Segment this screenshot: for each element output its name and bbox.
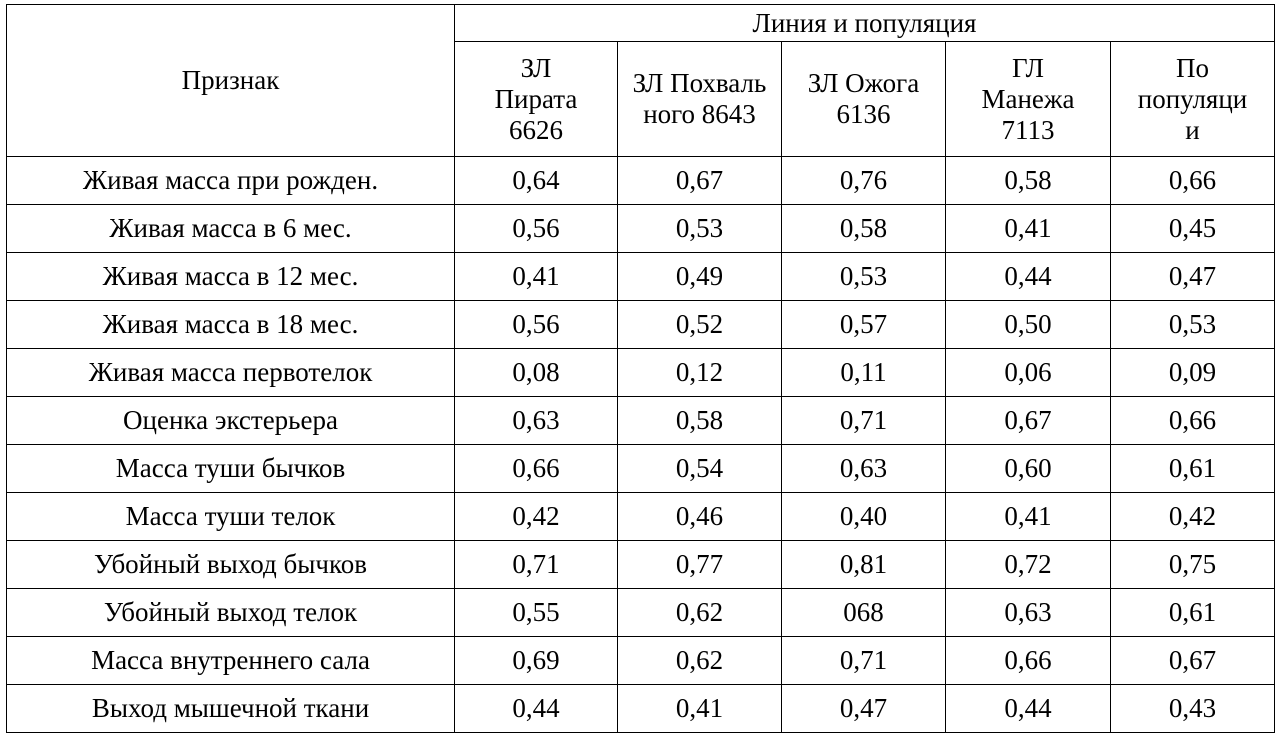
table-cell: 0,66 bbox=[1109, 396, 1276, 445]
table-cell: 0,71 bbox=[781, 636, 946, 685]
table-cell: 0,54 bbox=[617, 444, 782, 493]
column-header: ГЛ Манежа 7113 bbox=[945, 41, 1111, 157]
table-cell: 0,41 bbox=[454, 252, 618, 301]
table-cell: 0,42 bbox=[1109, 492, 1276, 541]
table-cell: 0,53 bbox=[617, 204, 782, 253]
table-cell: 0,41 bbox=[945, 204, 1111, 253]
table-cell: 0,55 bbox=[454, 588, 618, 637]
table-cell: 0,81 bbox=[781, 540, 946, 589]
table-cell: 0,67 bbox=[945, 396, 1111, 445]
table-cell: 0,67 bbox=[617, 156, 782, 205]
table-body: Живая масса при рожден. 0,64 0,67 0,76 0… bbox=[6, 156, 1276, 733]
table-cell: 0,66 bbox=[1109, 156, 1276, 205]
table-row: Выход мышечной ткани 0,44 0,41 0,47 0,44… bbox=[6, 684, 1276, 733]
table-cell: 0,52 bbox=[617, 300, 782, 349]
table-row: Живая масса в 12 мес. 0,41 0,49 0,53 0,4… bbox=[6, 252, 1276, 301]
table-cell: 0,58 bbox=[781, 204, 946, 253]
table-row: Живая масса первотелок 0,08 0,12 0,11 0,… bbox=[6, 348, 1276, 397]
row-label: Живая масса в 6 мес. bbox=[6, 204, 455, 253]
table-cell: 0,71 bbox=[781, 396, 946, 445]
table-cell: 0,06 bbox=[945, 348, 1111, 397]
table-cell: 0,63 bbox=[454, 396, 618, 445]
data-table: Признак Линия и популяция ЗЛ Пирата 6626… bbox=[6, 4, 1276, 733]
table-cell: 0,08 bbox=[454, 348, 618, 397]
table-cell: 0,69 bbox=[454, 636, 618, 685]
row-label-header: Признак bbox=[6, 4, 455, 157]
table-cell: 0,44 bbox=[945, 252, 1111, 301]
table-cell: 0,12 bbox=[617, 348, 782, 397]
table-cell: 0,56 bbox=[454, 204, 618, 253]
table-row: Убойный выход телок 0,55 0,62 068 0,63 0… bbox=[6, 588, 1276, 637]
table-cell: 0,44 bbox=[454, 684, 618, 733]
table-cell: 0,72 bbox=[945, 540, 1111, 589]
row-label: Оценка экстерьера bbox=[6, 396, 455, 445]
table-cell: 0,53 bbox=[781, 252, 946, 301]
table-cell: 0,77 bbox=[617, 540, 782, 589]
column-header: ЗЛ Похваль ного 8643 bbox=[617, 41, 782, 157]
header-row-columns: ЗЛ Пирата 6626 ЗЛ Похваль ного 8643 ЗЛ О… bbox=[7, 41, 1276, 157]
table-cell: 0,53 bbox=[1109, 300, 1276, 349]
table-cell: 0,50 bbox=[945, 300, 1111, 349]
table-row: Масса туши телок 0,42 0,46 0,40 0,41 0,4… bbox=[6, 492, 1276, 541]
table-cell: 0,09 bbox=[1109, 348, 1276, 397]
header-row-group: Признак Линия и популяция bbox=[6, 4, 1276, 157]
table-cell: 0,62 bbox=[617, 588, 782, 637]
table-cell: 0,57 bbox=[781, 300, 946, 349]
table-row: Масса внутреннего сала 0,69 0,62 0,71 0,… bbox=[6, 636, 1276, 685]
table-cell: 0,67 bbox=[1109, 636, 1276, 685]
table-cell: 0,56 bbox=[454, 300, 618, 349]
table-row: Живая масса при рожден. 0,64 0,67 0,76 0… bbox=[6, 156, 1276, 205]
table-cell: 0,61 bbox=[1109, 588, 1276, 637]
row-label: Убойный выход телок bbox=[6, 588, 455, 637]
table-cell: 0,41 bbox=[617, 684, 782, 733]
table-cell: 0,64 bbox=[454, 156, 618, 205]
table-cell: 0,76 bbox=[781, 156, 946, 205]
table-row: Оценка экстерьера 0,63 0,58 0,71 0,67 0,… bbox=[6, 396, 1276, 445]
row-label: Живая масса при рожден. bbox=[6, 156, 455, 205]
table-cell: 0,66 bbox=[945, 636, 1111, 685]
row-label: Масса туши бычков bbox=[6, 444, 455, 493]
table-cell: 0,45 bbox=[1109, 204, 1276, 253]
table-cell: 0,47 bbox=[1109, 252, 1276, 301]
table-row: Масса туши бычков 0,66 0,54 0,63 0,60 0,… bbox=[6, 444, 1276, 493]
table-cell: 0,62 bbox=[617, 636, 782, 685]
table-cell: 0,44 bbox=[945, 684, 1111, 733]
row-label: Масса внутреннего сала bbox=[6, 636, 455, 685]
table-row: Живая масса в 18 мес. 0,56 0,52 0,57 0,5… bbox=[6, 300, 1276, 349]
table-cell: 0,66 bbox=[454, 444, 618, 493]
table-cell: 0,58 bbox=[617, 396, 782, 445]
table-cell: 0,61 bbox=[1109, 444, 1276, 493]
table-cell: 0,75 bbox=[1109, 540, 1276, 589]
column-header: ЗЛ Пирата 6626 bbox=[454, 41, 618, 157]
row-label: Выход мышечной ткани bbox=[6, 684, 455, 733]
table-cell: 0,49 bbox=[617, 252, 782, 301]
table-cell: 0,47 bbox=[781, 684, 946, 733]
column-header: По популяци и bbox=[1109, 41, 1276, 157]
row-label: Убойный выход бычков bbox=[6, 540, 455, 589]
table-cell: 0,41 bbox=[945, 492, 1111, 541]
column-header: ЗЛ Ожога 6136 bbox=[781, 41, 946, 157]
table-row: Живая масса в 6 мес. 0,56 0,53 0,58 0,41… bbox=[6, 204, 1276, 253]
table-row: Убойный выход бычков 0,71 0,77 0,81 0,72… bbox=[6, 540, 1276, 589]
table-cell: 0,46 bbox=[617, 492, 782, 541]
table-cell: 0,42 bbox=[454, 492, 618, 541]
row-label: Масса туши телок bbox=[6, 492, 455, 541]
table-cell: 0,11 bbox=[781, 348, 946, 397]
row-label: Живая масса в 12 мес. bbox=[6, 252, 455, 301]
row-label: Живая масса первотелок bbox=[6, 348, 455, 397]
table-cell: 0,60 bbox=[945, 444, 1111, 493]
table-cell: 0,71 bbox=[454, 540, 618, 589]
table-cell: 0,58 bbox=[945, 156, 1111, 205]
table-cell: 0,43 bbox=[1109, 684, 1276, 733]
group-header: Линия и популяция bbox=[453, 4, 1276, 42]
table-cell: 068 bbox=[781, 588, 946, 637]
table-cell: 0,63 bbox=[781, 444, 946, 493]
row-label: Живая масса в 18 мес. bbox=[6, 300, 455, 349]
table-cell: 0,63 bbox=[945, 588, 1111, 637]
table-cell: 0,40 bbox=[781, 492, 946, 541]
